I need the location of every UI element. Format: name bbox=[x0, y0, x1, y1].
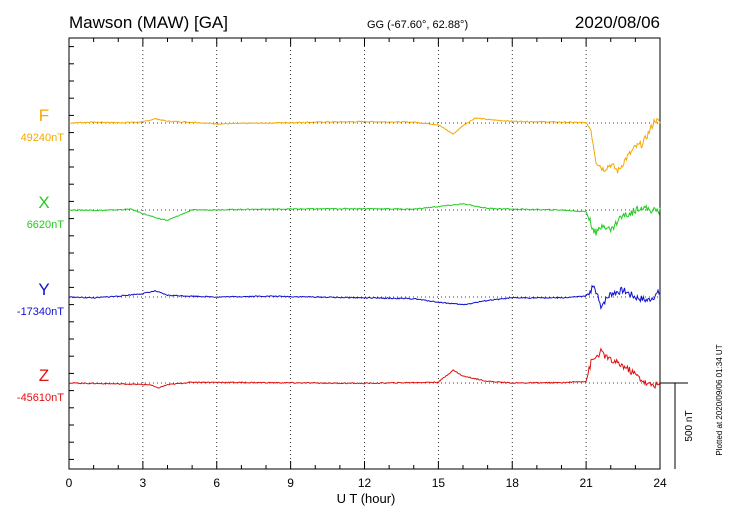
scale-bar-label: 500 nT bbox=[684, 410, 695, 441]
series-baseline-z: -45610nT bbox=[17, 392, 64, 404]
x-tick-label: 12 bbox=[358, 476, 372, 490]
grid-lines bbox=[142, 38, 587, 469]
coordinates-label: GG (-67.60°, 62.88°) bbox=[367, 19, 468, 31]
series-name-f: F bbox=[39, 106, 49, 125]
x-tick-label: 15 bbox=[432, 476, 446, 490]
series-name-z: Z bbox=[39, 366, 49, 385]
station-title: Mawson (MAW) [GA] bbox=[69, 13, 228, 32]
x-tick-label: 18 bbox=[506, 476, 520, 490]
x-tick-label: 21 bbox=[579, 476, 593, 490]
series-line-f bbox=[68, 117, 661, 174]
series-baseline-x: 6620nT bbox=[27, 219, 65, 231]
x-tick-label: 0 bbox=[66, 476, 73, 490]
series-lines bbox=[68, 117, 661, 389]
x-tick-label: 24 bbox=[653, 476, 667, 490]
series-name-y: Y bbox=[38, 280, 49, 299]
series-name-x: X bbox=[38, 193, 49, 212]
date-label: 2020/08/06 bbox=[575, 13, 660, 32]
x-tick-label: 3 bbox=[140, 476, 147, 490]
series-baseline-y: -17340nT bbox=[17, 306, 64, 318]
series-baseline-f: 49240nT bbox=[21, 132, 65, 144]
series-labels: F 49240nT X 6620nT Y -17340nT Z -45610nT bbox=[17, 106, 64, 404]
x-tick-labels: 0 3 6 9 12 15 18 21 24 bbox=[66, 476, 667, 490]
x-tick-label: 6 bbox=[213, 476, 220, 490]
x-axis-label: U T (hour) bbox=[337, 491, 396, 506]
plotted-timestamp: Plotted at 2020/09/06 01:34 UT bbox=[715, 344, 724, 455]
series-line-x bbox=[68, 203, 661, 236]
series-line-y bbox=[68, 284, 661, 311]
axis-ticks bbox=[68, 38, 661, 469]
series-line-z bbox=[68, 347, 661, 389]
x-tick-label: 9 bbox=[287, 476, 294, 490]
